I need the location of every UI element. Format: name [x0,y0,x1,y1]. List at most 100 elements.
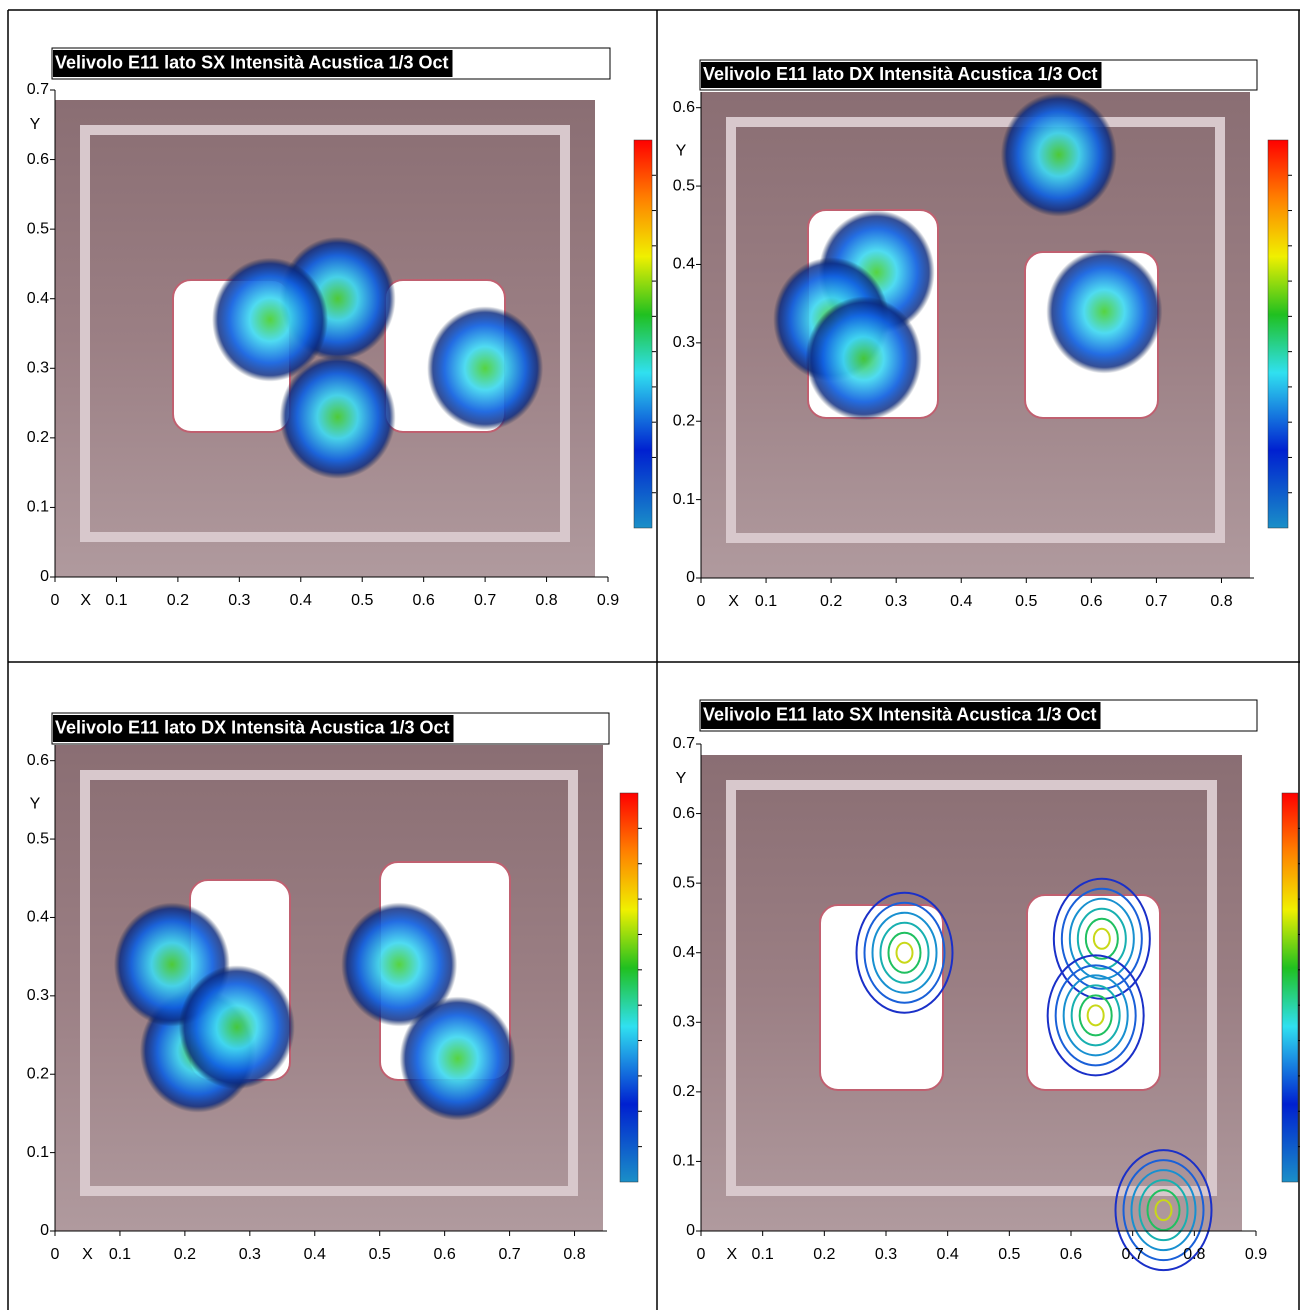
intensity-blob [212,257,329,382]
x-tick-label: 0.4 [304,1246,326,1263]
contour-line [895,941,914,964]
intensity-blob [1000,92,1117,217]
table-grid [7,9,1300,1310]
colorbar [619,792,639,1183]
intensity-blob [1046,249,1163,374]
x-tick-label: 0.6 [1080,593,1102,610]
y-tick-label: 0.4 [27,290,49,307]
contour-line [1114,1149,1213,1272]
y-axis-label: Y [676,142,687,159]
contour-line [1070,984,1121,1047]
x-tick-label: 0.3 [228,592,250,609]
y-tick-label: 0.6 [27,151,49,168]
title-background [701,62,1102,88]
contour-line [1052,877,1151,1000]
y-axis-label: Y [676,770,687,787]
contour-line [1076,907,1127,970]
y-tick-label: 0.5 [27,220,49,237]
title-background [53,715,454,742]
contour-line [1084,917,1119,960]
panel-frame [80,125,570,542]
y-tick-label: 0.7 [673,735,695,752]
y-tick-label: 0.7 [27,81,49,98]
x-tick-label: 0.5 [351,592,373,609]
y-tick-label: 0.1 [27,499,49,516]
x-tick-label: 0.6 [1060,1246,1082,1263]
chart-title: Velivolo E11 lato DX Intensità Acustica … [55,717,449,737]
x-tick-label: 0.3 [239,1246,261,1263]
x-tick-label: 0.6 [413,592,435,609]
y-tick-label: 0.6 [673,99,695,116]
intensity-blob [427,306,544,431]
x-tick-label: 0.5 [1015,593,1037,610]
x-axis-label: X [728,593,739,610]
contour-group [855,891,954,1014]
chart-title: Velivolo E11 lato SX Intensità Acustica … [55,52,449,72]
x-axis-label: X [80,592,91,609]
contour-line [1046,954,1145,1077]
contour-group [1046,954,1145,1077]
y-tick-label: 0.5 [673,874,695,891]
x-axis-label: X [726,1246,737,1263]
contour-line [1060,887,1143,990]
colorbar [633,139,653,529]
y-tick-label: 0.5 [673,177,695,194]
x-tick-label: 0.1 [752,1246,774,1263]
chart-panel: Velivolo E11 lato SX Intensità Acustica … [27,47,656,609]
y-tick-label: 0.4 [27,909,49,926]
x-tick-label: 0.5 [998,1246,1020,1263]
y-tick-label: 0.4 [673,256,695,273]
x-tick-label: 0.8 [535,592,557,609]
y-tick-label: 0.3 [27,360,49,377]
x-tick-label: 0.7 [474,592,496,609]
contour-line [863,901,946,1004]
contour-line [1154,1199,1173,1222]
colorbar [1281,792,1299,1183]
contour-line [1092,927,1111,950]
x-tick-label: 0.5 [369,1246,391,1263]
panel-frame [726,117,1225,543]
title-background [53,50,453,77]
y-axis-label: Y [30,116,41,133]
x-tick-label: 0.9 [597,592,619,609]
y-tick-label: 0.3 [673,334,695,351]
y-tick-label: 0.1 [673,491,695,508]
contour-line [1078,994,1113,1037]
y-tick-label: 0.3 [673,1014,695,1031]
colorbar [1267,139,1289,529]
intensity-blob [399,996,516,1121]
contour-line [871,911,938,994]
x-tick-label: 0.1 [105,592,127,609]
x-tick-label: 0.3 [885,593,907,610]
y-tick-label: 0.6 [673,805,695,822]
x-axis-label: X [82,1246,93,1263]
contour-line [1062,974,1129,1057]
contour-line [1086,1004,1105,1027]
x-tick-label: 0 [51,1246,60,1263]
x-tick-label: 0.8 [1210,593,1232,610]
x-tick-label: 0.4 [290,592,312,609]
contour-line [855,891,954,1014]
x-tick-label: 0.2 [813,1246,835,1263]
intensity-blob [279,354,396,479]
y-tick-label: 0.2 [27,1065,49,1082]
x-tick-label: 0.4 [950,593,972,610]
chart-panel: Velivolo E11 lato DX Intensità Acustica … [27,712,642,1263]
y-tick-label: 0.6 [27,752,49,769]
contour-line [887,931,922,974]
x-tick-label: 0.2 [174,1246,196,1263]
y-axis-label: Y [30,795,41,812]
x-tick-label: 0.8 [1183,1246,1205,1263]
contour-line [1122,1159,1205,1262]
y-tick-label: 0 [686,569,695,586]
x-tick-label: 0 [697,1246,706,1263]
contour-line [1068,897,1135,980]
y-tick-label: 0.1 [673,1153,695,1170]
contour-line [1054,964,1137,1067]
x-tick-label: 0.7 [1145,593,1167,610]
y-tick-label: 0 [686,1222,695,1239]
x-tick-label: 0.7 [1122,1246,1144,1263]
x-tick-label: 0.1 [755,593,777,610]
intensity-blob [341,902,458,1027]
